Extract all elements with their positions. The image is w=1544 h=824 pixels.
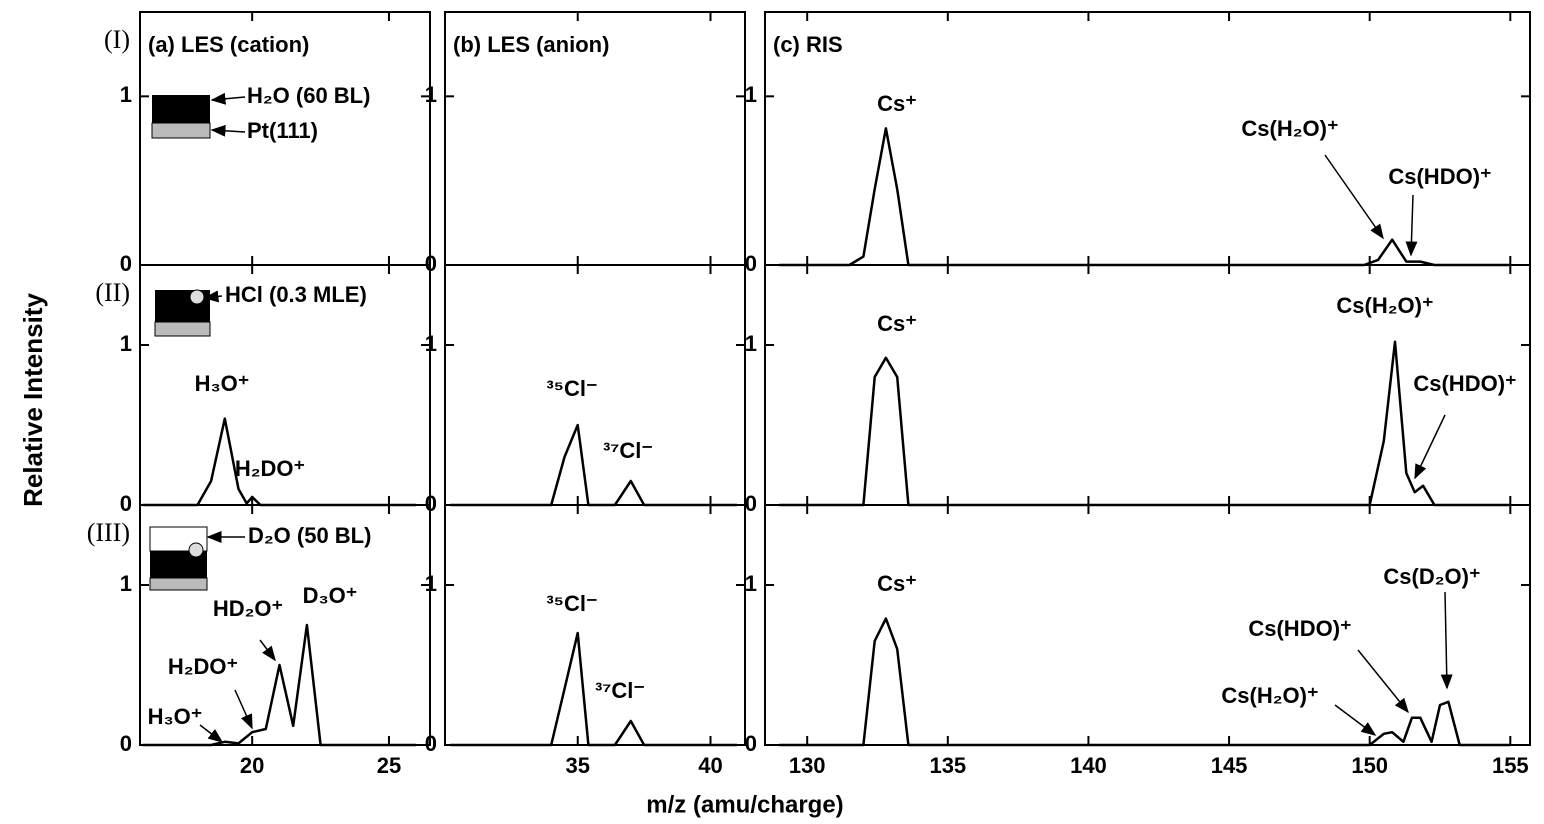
x-tick-label: 135: [929, 753, 966, 778]
peak-annotation: H₂DO⁺: [235, 456, 305, 481]
y-tick-label: 0: [120, 491, 132, 516]
row-label: (II): [95, 278, 130, 307]
y-tick-label: 0: [425, 731, 437, 756]
x-tick-label: 145: [1211, 753, 1248, 778]
spectrum-line: [450, 631, 737, 747]
y-tick-label: 1: [745, 82, 757, 107]
x-tick-label: 140: [1070, 753, 1107, 778]
annotation-arrow: [1334, 704, 1377, 736]
annotation-arrow: [199, 724, 224, 743]
peak-annotation: Cs(H₂O)⁺: [1336, 293, 1433, 318]
peak-annotation: Cs⁺: [877, 571, 917, 596]
x-tick-label: 40: [698, 753, 722, 778]
annotation-arrow: [259, 639, 276, 662]
y-tick-label: 1: [425, 82, 437, 107]
peak-annotation: Pt(111): [247, 118, 318, 143]
peak-annotation: Cs(H₂O)⁺: [1221, 683, 1318, 708]
peak-annotation: Cs(H₂O)⁺: [1241, 116, 1338, 141]
peak-annotation: ³⁵Cl⁻: [546, 591, 597, 616]
y-tick-label: 0: [745, 251, 757, 276]
y-tick-label: 0: [120, 731, 132, 756]
peak-annotation: Cs(HDO)⁺: [1388, 164, 1491, 189]
panel-title: (c) RIS: [773, 32, 843, 57]
peak-annotation: D₃O⁺: [303, 583, 358, 608]
panel-title: (b) LES (anion): [453, 32, 609, 57]
y-tick-label: 0: [425, 491, 437, 516]
inset-d2o: [149, 526, 208, 591]
y-tick-label: 0: [745, 731, 757, 756]
y-tick-label: 1: [745, 571, 757, 596]
peak-annotation: ³⁷Cl⁻: [595, 678, 645, 703]
annotation-arrow: [1324, 154, 1384, 240]
y-tick-label: 1: [120, 82, 132, 107]
peak-annotation: Cs(HDO)⁺: [1413, 371, 1516, 396]
inset-water: [151, 95, 211, 139]
peak-annotation: Cs⁺: [877, 311, 917, 336]
panel-frame: [764, 504, 1531, 746]
peak-annotation: HCl (0.3 MLE): [225, 282, 367, 307]
annotation-arrow: [234, 689, 253, 730]
row-label: (III): [87, 518, 130, 547]
spectrum-line: [779, 617, 1511, 747]
peak-annotation: Cs⁺: [877, 91, 917, 116]
y-tick-label: 0: [120, 251, 132, 276]
row-label: (I): [104, 25, 130, 54]
peak-annotation: H₃O⁺: [148, 704, 203, 729]
annotation-arrow: [210, 92, 246, 105]
peak-annotation: HD₂O⁺: [213, 596, 283, 621]
panel-frame: [444, 504, 746, 746]
y-tick-label: 1: [425, 331, 437, 356]
peak-annotation: H₃O⁺: [195, 371, 250, 396]
y-tick-label: 1: [425, 571, 437, 596]
x-tick-label: 25: [377, 753, 401, 778]
x-tick-label: 155: [1492, 753, 1529, 778]
annotation-arrow: [1440, 591, 1453, 690]
y-tick-label: 0: [745, 491, 757, 516]
annotation-arrow: [203, 290, 223, 303]
spectrum-line: [450, 423, 737, 507]
peak-annotation: ³⁵Cl⁻: [546, 376, 597, 401]
inset-hcl: [154, 289, 211, 337]
peak-annotation: H₂DO⁺: [168, 654, 238, 679]
panel-frame: [764, 11, 1531, 266]
y-tick-label: 1: [745, 331, 757, 356]
peak-annotation: ³⁷Cl⁻: [603, 438, 653, 463]
annotation-arrow: [1414, 414, 1446, 480]
x-tick-label: 20: [240, 753, 264, 778]
panel-title: (a) LES (cation): [148, 32, 309, 57]
annotation-arrow: [1405, 194, 1418, 257]
annotation-arrow: [210, 124, 246, 137]
y-tick-label: 0: [425, 251, 437, 276]
peak-annotation: Cs(HDO)⁺: [1248, 616, 1351, 641]
x-axis-label: m/z (amu/charge): [646, 791, 843, 818]
y-tick-label: 1: [120, 331, 132, 356]
x-tick-label: 150: [1351, 753, 1388, 778]
x-tick-label: 35: [566, 753, 590, 778]
spectrum-line: [779, 340, 1511, 507]
annotation-arrow: [1357, 649, 1409, 714]
y-axis-label: Relative Intensity: [18, 293, 48, 507]
x-tick-label: 130: [789, 753, 826, 778]
y-tick-label: 1: [120, 571, 132, 596]
peak-annotation: Cs(D₂O)⁺: [1383, 564, 1480, 589]
peak-annotation: D₂O (50 BL): [248, 523, 371, 548]
peak-annotation: H₂O (60 BL): [247, 83, 370, 108]
panel-frame: [139, 504, 431, 746]
spectrum-line: [779, 127, 1511, 267]
